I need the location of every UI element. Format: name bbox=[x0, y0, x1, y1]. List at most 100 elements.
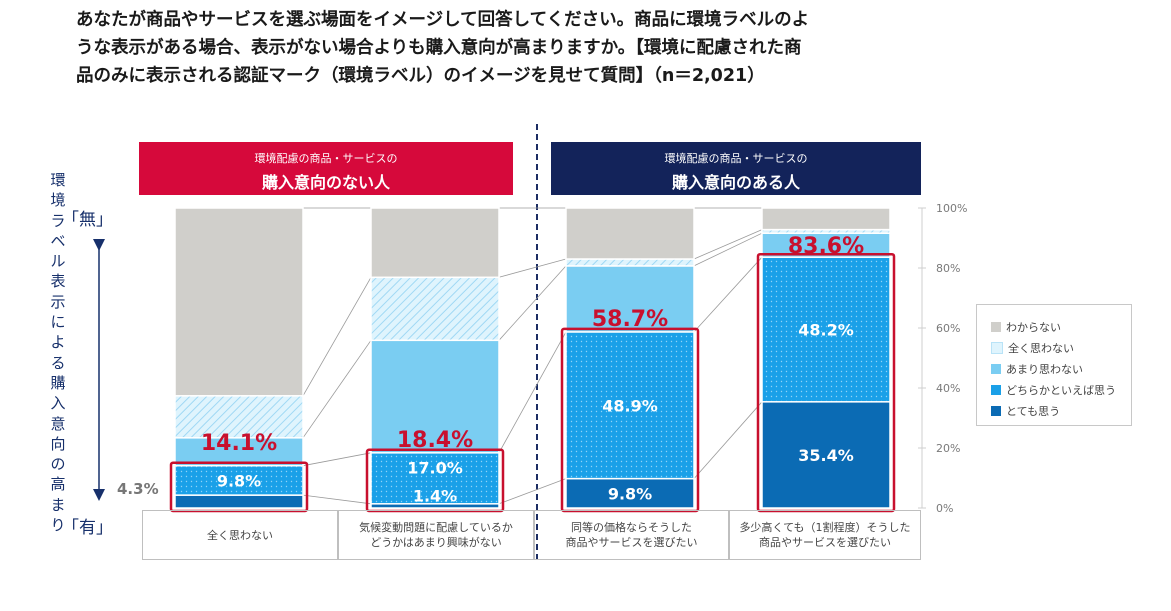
group-divider bbox=[536, 124, 538, 560]
bar-segment-mattaku-3 bbox=[565, 258, 695, 267]
bar-segment-wakaranai-3 bbox=[565, 207, 695, 260]
band-right-main: 購入意向のある人 bbox=[671, 173, 800, 192]
legend-label: わからない bbox=[1006, 321, 1061, 334]
bar-segment-amari-4 bbox=[761, 232, 891, 258]
band-left-main: 購入意向のない人 bbox=[261, 173, 390, 192]
vertical-label-char: ベ bbox=[50, 231, 66, 250]
vertical-label-char: 意 bbox=[50, 414, 66, 433]
vertical-label-char: 表 bbox=[50, 272, 66, 291]
y-tick-label: 80% bbox=[936, 262, 960, 275]
bracket-bottom-label: 「有」 bbox=[62, 518, 113, 538]
data-label: 48.2% bbox=[798, 321, 854, 340]
bar-segment-mattaku-2 bbox=[370, 276, 500, 342]
vertical-axis-label: 環境ラベル表示による購入意向の高まり bbox=[48, 170, 68, 535]
legend-swatch bbox=[991, 385, 1001, 395]
category-label-4: 多少高くても（1割程度）そうした 商品やサービスを選びたい bbox=[729, 510, 921, 560]
legend-swatch bbox=[991, 342, 1003, 354]
y-tick-label: 60% bbox=[936, 322, 960, 335]
vertical-label-char: の bbox=[50, 455, 66, 474]
side-value-label: 4.3% bbox=[117, 480, 159, 498]
total-label-2: 18.4% bbox=[397, 428, 473, 453]
legend-item-wakaranai: わからない bbox=[991, 320, 1061, 334]
bar-segment-mattaku-4 bbox=[761, 228, 891, 234]
category-label-line: 全く思わない bbox=[207, 528, 273, 542]
chart-title: あなたが商品やサービスを選ぶ場面をイメージして回答してください。商品に環境ラベル… bbox=[76, 6, 1076, 90]
band-left-sub: 環境配慮の商品・サービスの bbox=[254, 152, 398, 165]
category-label-line: 商品やサービスを選びたい bbox=[565, 536, 698, 549]
vertical-label-char: 環 bbox=[50, 171, 66, 189]
highlight-box-4 bbox=[756, 252, 896, 513]
category-label-3: 同等の価格ならそうした 商品やサービスを選びたい bbox=[534, 510, 729, 560]
category-label-line: 同等の価格ならそうした bbox=[571, 521, 692, 534]
bar-segment-wakaranai-4 bbox=[761, 207, 891, 231]
bar-segment-mattaku-1 bbox=[174, 395, 304, 439]
bar-segment-wakaranai-2 bbox=[370, 207, 500, 279]
total-label-1: 14.1% bbox=[201, 431, 277, 456]
bar-segment-totemo-1 bbox=[174, 494, 304, 509]
y-tick-label: 20% bbox=[936, 442, 960, 455]
vertical-label-char: ま bbox=[50, 495, 66, 514]
band-has-intent: 環境配慮の商品・サービスの 購入意向のある人 bbox=[551, 142, 921, 195]
data-label: 17.0% bbox=[407, 459, 463, 478]
connector-line bbox=[693, 401, 763, 479]
legend-label: あまり思わない bbox=[1006, 363, 1083, 376]
vertical-label-char: に bbox=[50, 313, 66, 332]
bar-segment-amari-3 bbox=[565, 265, 695, 333]
vertical-label-char: る bbox=[50, 353, 66, 372]
band-right-sub: 環境配慮の商品・サービスの bbox=[664, 152, 808, 165]
category-label-line: どうかはあまり興味がない bbox=[370, 536, 502, 549]
bar-segment-dochira-4 bbox=[761, 256, 891, 403]
category-label-1: 全く思わない bbox=[142, 510, 338, 560]
legend-item-mattaku: 全く思わない bbox=[991, 341, 1074, 355]
legend-label: 全く思わない bbox=[1008, 342, 1074, 355]
category-label-2: 気候変動問題に配慮しているか どうかはあまり興味がない bbox=[338, 510, 534, 560]
connector-line bbox=[498, 258, 567, 278]
vertical-label-char: 境 bbox=[50, 191, 66, 210]
category-label-line: 気候変動問題に配慮しているか bbox=[359, 521, 513, 534]
connector-line bbox=[498, 331, 567, 453]
band-no-intent: 環境配慮の商品・サービスの 購入意向のない人 bbox=[139, 142, 513, 195]
vertical-label-char: よ bbox=[50, 333, 66, 352]
vertical-label-char: 高 bbox=[50, 475, 66, 494]
vertical-label-char: 示 bbox=[50, 292, 66, 311]
bar-segment-totemo-2 bbox=[370, 503, 500, 509]
vertical-label-char: 入 bbox=[50, 394, 66, 413]
data-label: 35.4% bbox=[798, 446, 854, 465]
legend: わからない全く思わない あまり思わないどちらかといえば思う とても思う bbox=[976, 304, 1132, 426]
legend-label: とても思う bbox=[1006, 405, 1061, 418]
data-label: 9.8% bbox=[608, 484, 652, 503]
category-label-line: 多少高くても（1割程度）そうした bbox=[739, 521, 911, 534]
bar-segment-totemo-3 bbox=[565, 477, 695, 509]
y-tick-label: 0% bbox=[936, 502, 953, 515]
total-label-3: 58.7% bbox=[592, 307, 668, 332]
connector-line bbox=[302, 452, 372, 467]
category-label-line: 商品やサービスを選びたい bbox=[759, 536, 891, 549]
vertical-label-char: ル bbox=[50, 252, 66, 271]
y-tick-label: 40% bbox=[936, 382, 960, 395]
highlight-box-1 bbox=[169, 461, 309, 513]
connector-line bbox=[693, 232, 763, 267]
title-line-3: 品のみに表示される認証マーク（環境ラベル）のイメージを見せて質問】（n＝2,02… bbox=[76, 66, 765, 86]
total-label-4: 83.6% bbox=[788, 234, 864, 259]
legend-item-totemo: とても思う bbox=[991, 404, 1060, 418]
connector-line bbox=[302, 340, 372, 439]
connector-line bbox=[498, 265, 567, 341]
bar-segment-dochira-2 bbox=[370, 452, 500, 505]
legend-label: どちらかといえば思う bbox=[1006, 384, 1116, 397]
legend-swatch bbox=[991, 364, 1001, 374]
connector-line bbox=[693, 229, 763, 260]
highlight-box-3 bbox=[560, 327, 700, 513]
bar-segment-dochira-3 bbox=[565, 331, 695, 480]
legend-swatch bbox=[991, 406, 1001, 416]
title-line-2: うな表示がある場合、表示がない場合よりも購入意向が高まりますか。【環境に配慮され… bbox=[76, 38, 802, 58]
bar-segment-dochira-1 bbox=[174, 464, 304, 496]
legend-item-dochira: どちらかといえば思う bbox=[991, 383, 1116, 397]
data-label: 9.8% bbox=[217, 471, 261, 490]
legend-swatch bbox=[991, 322, 1001, 332]
bar-segment-amari-1 bbox=[174, 437, 304, 467]
legend-item-amari: あまり思わない bbox=[991, 362, 1083, 376]
connector-line bbox=[498, 478, 567, 505]
connector-line bbox=[302, 494, 372, 505]
leader-line bbox=[454, 495, 463, 504]
bar-segment-totemo-4 bbox=[761, 401, 891, 509]
